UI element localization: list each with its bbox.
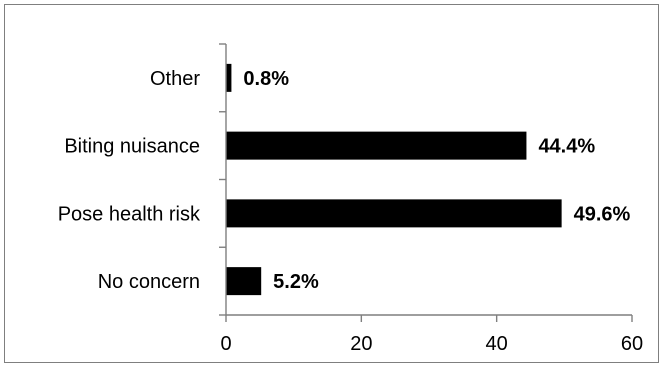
bar-other [226,63,232,92]
data-label: 44.4% [538,136,595,158]
bar-biting-nuisance [226,131,527,160]
bar-pose-health-risk [226,199,562,228]
labels-layer: 0 20 40 60 Other 0.8% Biting nuisance 44.4% Pose… [58,68,643,355]
data-label: 0.8% [243,68,289,90]
x-tick-label: 20 [350,333,372,355]
x-tick-label: 60 [621,333,643,355]
bars-layer [226,63,562,296]
x-tick-label: 40 [486,333,508,355]
category-label: Other [150,68,200,90]
x-tick-label: 0 [220,333,231,355]
bar-no-concern [226,267,262,296]
data-label: 49.6% [574,203,631,225]
chart-frame [4,4,659,363]
category-label: Biting nuisance [64,136,200,158]
category-label: Pose health risk [58,203,201,225]
ticks-layer [219,43,633,322]
category-label: No concern [98,271,200,293]
data-label: 5.2% [273,271,319,293]
